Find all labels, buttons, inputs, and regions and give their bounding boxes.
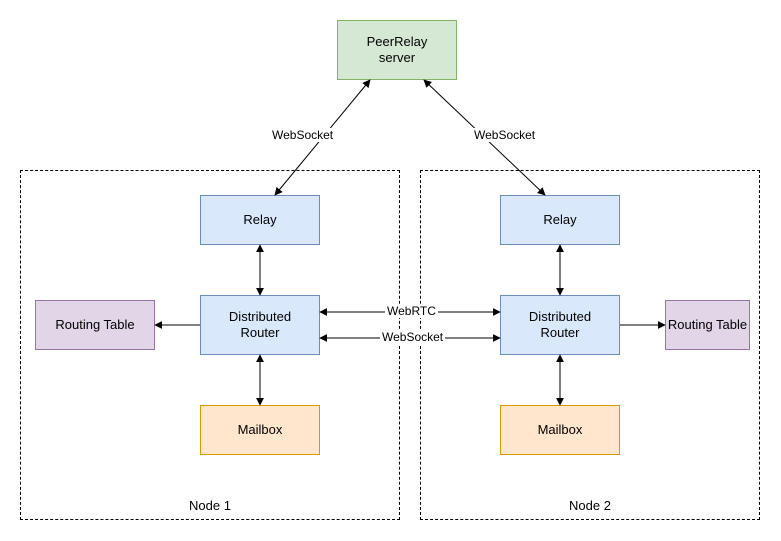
box-router1: Distributed Router [200, 295, 320, 355]
edge-label-websocket: WebSocket [380, 330, 445, 344]
diagram-canvas: Node 1 Node 2 PeerRelay server Relay Dis… [0, 0, 781, 541]
box-router2-label: Distributed Router [529, 309, 591, 342]
box-relay2: Relay [500, 195, 620, 245]
box-relay1: Relay [200, 195, 320, 245]
box-server-label: PeerRelay server [367, 34, 428, 67]
box-table2: Routing Table [665, 300, 750, 350]
edge-label-ws-right: WebSocket [472, 128, 537, 142]
box-mailbox2: Mailbox [500, 405, 620, 455]
box-relay2-label: Relay [543, 212, 576, 228]
box-router2: Distributed Router [500, 295, 620, 355]
edge-label-ws-left: WebSocket [270, 128, 335, 142]
box-mailbox2-label: Mailbox [538, 422, 583, 438]
edge-label-webrtc: WebRTC [385, 304, 438, 318]
box-relay1-label: Relay [243, 212, 276, 228]
box-table1: Routing Table [35, 300, 155, 350]
box-server: PeerRelay server [337, 20, 457, 80]
container-node1-label: Node 1 [21, 498, 399, 513]
box-mailbox1: Mailbox [200, 405, 320, 455]
box-mailbox1-label: Mailbox [238, 422, 283, 438]
box-table1-label: Routing Table [55, 317, 134, 333]
box-router1-label: Distributed Router [229, 309, 291, 342]
container-node2-label: Node 2 [421, 498, 759, 513]
box-table2-label: Routing Table [668, 317, 747, 333]
